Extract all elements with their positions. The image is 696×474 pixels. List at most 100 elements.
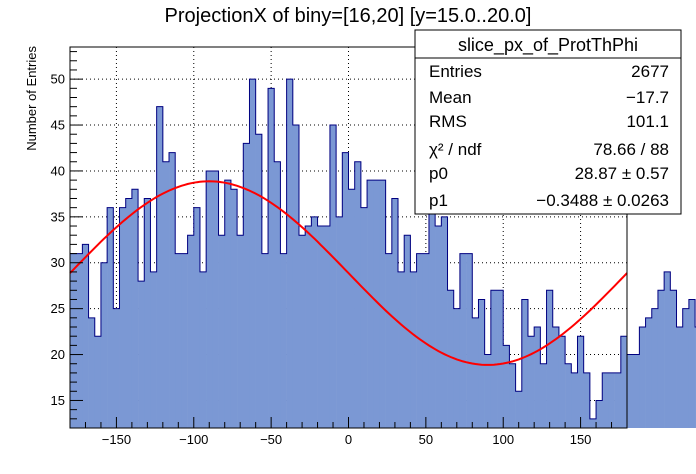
histogram-bars [70, 79, 696, 429]
stats-row-label: Mean [429, 88, 472, 107]
histogram-bar [70, 253, 77, 428]
histogram-bar [614, 372, 622, 428]
histogram-bar [280, 253, 287, 428]
histogram-bar [484, 354, 492, 428]
histogram-bar [534, 327, 541, 428]
histogram-bar [218, 235, 226, 428]
stats-row-label: p0 [429, 164, 448, 183]
histogram-bar [125, 198, 133, 428]
histogram-bar [131, 189, 139, 428]
histogram-bar [82, 244, 89, 428]
histogram-bar [565, 363, 572, 428]
histogram-bar [360, 207, 368, 428]
histogram-bar [645, 317, 653, 428]
histogram-bar [527, 336, 535, 428]
histogram-bar [274, 161, 281, 428]
histogram-bar [100, 262, 108, 428]
x-axis-ticks: −150 −100 −50 0 50 100 150 [69, 417, 628, 447]
stats-row-label: χ² / ndf [429, 140, 482, 159]
histogram-bar [76, 253, 83, 428]
histogram-bar [503, 345, 510, 428]
histogram-bar [336, 216, 343, 428]
y-tick-label: 15 [51, 393, 65, 408]
histogram-bar [435, 226, 442, 428]
y-axis-ticks: 15 20 25 30 35 40 45 50 [51, 51, 83, 420]
histogram-bar [558, 336, 566, 428]
histogram-bar [286, 79, 294, 428]
y-tick-label: 25 [51, 301, 65, 316]
histogram-bar [441, 216, 448, 428]
histogram-bar [138, 281, 145, 428]
histogram-bar [398, 271, 405, 428]
histogram-bar [354, 161, 362, 428]
histogram-bar [627, 354, 634, 428]
histogram-bar [193, 207, 201, 428]
histogram-bar [391, 198, 399, 428]
histogram-bar [268, 88, 275, 428]
histogram-bar [453, 308, 461, 428]
histogram-bar [602, 372, 609, 428]
histogram-bar [162, 161, 170, 428]
histogram-bar [515, 391, 523, 428]
histogram-bar [298, 235, 306, 428]
histogram-bar [255, 134, 263, 429]
x-tick-label: −50 [260, 432, 282, 447]
histogram-bar [212, 170, 219, 428]
y-tick-label: 45 [51, 118, 65, 133]
histogram-bar [490, 290, 498, 428]
x-tick-label: −150 [102, 432, 131, 447]
stats-row-value: 101.1 [626, 112, 669, 131]
histogram-bar [367, 180, 374, 428]
x-tick-label: 150 [570, 432, 592, 447]
histogram-bar [633, 354, 640, 428]
histogram-bar [472, 317, 479, 428]
histogram-bar [688, 299, 696, 428]
histogram-bar [311, 216, 318, 428]
histogram-bar [596, 400, 603, 428]
histogram-outline [69, 78, 696, 428]
histogram-bar [144, 198, 151, 428]
histogram-bar [428, 189, 436, 428]
histogram-bar [187, 235, 195, 428]
histogram-bar [348, 189, 355, 428]
histogram-bar [224, 180, 232, 428]
histogram-bar [552, 327, 560, 428]
y-tick-label: 20 [51, 347, 65, 362]
histogram-bar [466, 253, 473, 428]
histogram-bar [94, 336, 102, 428]
y-tick-label: 35 [51, 209, 65, 224]
stats-row-value: 78.66 / 88 [593, 140, 669, 159]
histogram-bar [651, 308, 659, 428]
x-tick-label: 0 [345, 432, 352, 447]
y-tick-label: 40 [51, 163, 65, 178]
histogram-bar [577, 336, 584, 428]
histogram-bar [682, 308, 690, 428]
histogram-bar [657, 290, 665, 428]
histogram-bar [497, 290, 504, 428]
fit-curve [69, 180, 628, 366]
stats-box: slice_px_of_ProtThPhi Entries 2677 Mean −17… [414, 29, 682, 215]
histogram-bar [199, 271, 207, 428]
stats-row-value: 28.87 ± 0.57 [575, 164, 669, 183]
histogram-bar [571, 372, 578, 428]
x-tick-label: −100 [179, 432, 208, 447]
histogram-bar [175, 253, 182, 428]
y-tick-label: 50 [51, 72, 65, 87]
histogram-bar [249, 79, 256, 428]
stats-box-name: slice_px_of_ProtThPhi [458, 35, 638, 56]
histogram-bar [589, 418, 597, 428]
stats-row-value: −17.7 [626, 88, 669, 107]
histogram-bar [540, 363, 547, 428]
histogram-bar [230, 189, 238, 428]
histogram-bar [620, 336, 628, 428]
histogram-bar [323, 226, 331, 428]
histogram-bar [459, 253, 467, 428]
histogram-bar [422, 253, 430, 428]
histogram-bar [261, 253, 269, 428]
histogram-bar [107, 207, 114, 428]
histogram-bar [342, 152, 349, 428]
histogram-bar [243, 143, 250, 428]
histogram-bar [88, 317, 96, 428]
y-axis-label: Number of Entries [24, 46, 39, 151]
stats-row-value: −0.3488 ± 0.0263 [536, 191, 669, 210]
